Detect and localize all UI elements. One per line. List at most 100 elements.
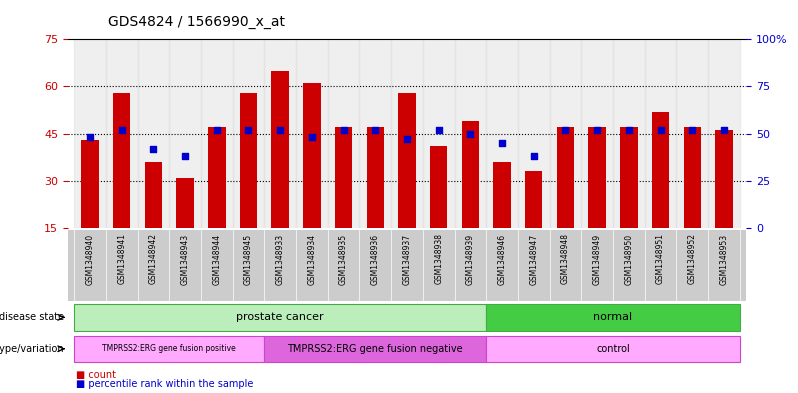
Point <box>369 127 381 133</box>
Bar <box>81 140 99 228</box>
Point <box>496 140 508 146</box>
Point <box>242 127 255 133</box>
Text: disease state: disease state <box>0 312 64 322</box>
Bar <box>201 39 233 228</box>
Bar <box>518 39 550 228</box>
Text: GSM1348944: GSM1348944 <box>212 233 221 285</box>
Bar <box>74 39 106 228</box>
Bar <box>74 304 486 331</box>
Text: GSM1348952: GSM1348952 <box>688 233 697 285</box>
Point <box>717 127 730 133</box>
Bar <box>550 39 581 228</box>
Point <box>147 145 160 152</box>
Bar <box>645 39 677 228</box>
Text: GSM1348950: GSM1348950 <box>624 233 634 285</box>
Text: GSM1348934: GSM1348934 <box>307 233 316 285</box>
Text: GSM1348951: GSM1348951 <box>656 233 665 285</box>
Text: GSM1348945: GSM1348945 <box>244 233 253 285</box>
Bar <box>359 39 391 228</box>
Bar <box>328 39 359 228</box>
Text: ■ count: ■ count <box>76 370 116 380</box>
Point <box>179 153 192 160</box>
Bar <box>677 39 708 228</box>
Text: GSM1348943: GSM1348943 <box>180 233 190 285</box>
Point <box>401 136 413 142</box>
Text: ■ percentile rank within the sample: ■ percentile rank within the sample <box>76 379 253 389</box>
Point <box>84 134 97 141</box>
Bar <box>557 127 575 228</box>
Text: GSM1348949: GSM1348949 <box>593 233 602 285</box>
Bar <box>366 127 384 228</box>
Bar <box>613 39 645 228</box>
Bar <box>239 93 257 228</box>
Bar <box>328 39 359 228</box>
Bar <box>581 39 613 228</box>
Text: GSM1348940: GSM1348940 <box>85 233 94 285</box>
Bar <box>208 127 226 228</box>
Bar <box>486 304 740 331</box>
Bar <box>271 71 289 228</box>
Bar <box>455 39 486 228</box>
Bar <box>233 39 264 228</box>
Point <box>685 127 698 133</box>
Point <box>306 134 318 141</box>
Bar <box>518 39 550 228</box>
Bar <box>264 39 296 228</box>
Point <box>338 127 350 133</box>
Point <box>527 153 540 160</box>
Text: GSM1348942: GSM1348942 <box>149 233 158 285</box>
Bar <box>296 39 328 228</box>
Text: GSM1348941: GSM1348941 <box>117 233 126 285</box>
Text: GSM1348936: GSM1348936 <box>371 233 380 285</box>
Bar <box>486 336 740 362</box>
Point <box>433 127 445 133</box>
Point <box>116 127 128 133</box>
Bar <box>264 336 486 362</box>
Bar <box>398 93 416 228</box>
Text: GSM1348947: GSM1348947 <box>529 233 539 285</box>
Text: normal: normal <box>594 312 633 322</box>
Text: GSM1348953: GSM1348953 <box>720 233 729 285</box>
Bar <box>137 39 169 228</box>
Point <box>622 127 635 133</box>
Bar <box>588 127 606 228</box>
Bar <box>176 178 194 228</box>
Bar <box>201 39 233 228</box>
Bar <box>144 162 162 228</box>
Point <box>591 127 603 133</box>
Bar <box>708 39 740 228</box>
Bar <box>296 39 328 228</box>
Text: GSM1348948: GSM1348948 <box>561 233 570 285</box>
Bar <box>677 39 708 228</box>
Bar <box>303 83 321 228</box>
Bar <box>113 93 130 228</box>
Bar <box>493 162 511 228</box>
Bar <box>423 39 455 228</box>
Point <box>211 127 223 133</box>
Point <box>559 127 572 133</box>
Text: genotype/variation: genotype/variation <box>0 344 64 354</box>
Point <box>654 127 667 133</box>
Text: GSM1348946: GSM1348946 <box>498 233 507 285</box>
Bar <box>169 39 201 228</box>
Bar <box>462 121 479 228</box>
Bar <box>645 39 677 228</box>
Bar <box>335 127 352 228</box>
Bar <box>391 39 423 228</box>
Bar <box>169 39 201 228</box>
Bar <box>708 39 740 228</box>
Bar <box>423 39 455 228</box>
Point <box>274 127 286 133</box>
Bar <box>430 146 448 228</box>
Bar <box>106 39 137 228</box>
Bar <box>581 39 613 228</box>
Bar <box>486 39 518 228</box>
Bar <box>359 39 391 228</box>
Bar <box>550 39 581 228</box>
Text: TMPRSS2:ERG gene fusion negative: TMPRSS2:ERG gene fusion negative <box>287 344 463 354</box>
Bar <box>106 39 137 228</box>
Bar <box>264 39 296 228</box>
Bar <box>233 39 264 228</box>
Bar <box>652 112 670 228</box>
Text: prostate cancer: prostate cancer <box>236 312 324 322</box>
